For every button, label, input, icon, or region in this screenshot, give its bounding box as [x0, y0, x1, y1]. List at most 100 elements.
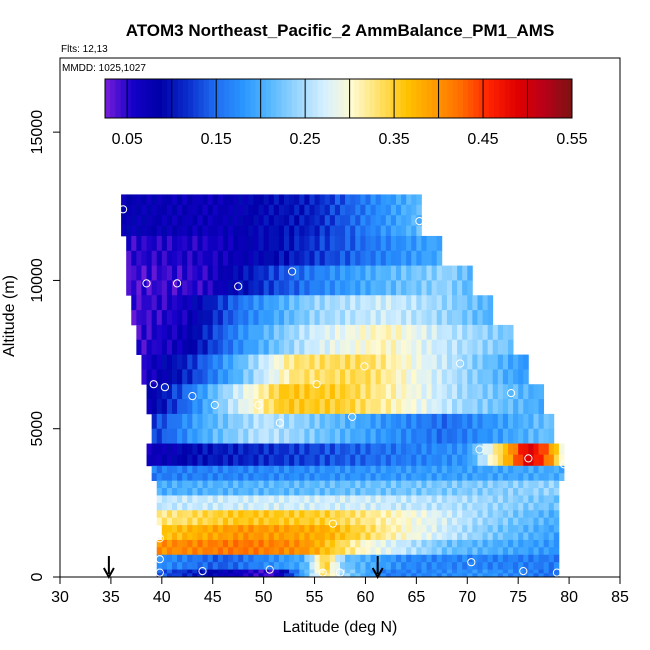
heatmap-cell [263, 225, 270, 237]
heatmap-cell [187, 547, 193, 556]
colorbar-segment [457, 79, 464, 118]
heatmap-cell [207, 547, 214, 556]
heatmap-cell [452, 517, 458, 526]
heatmap-cell [502, 354, 509, 370]
heatmap-cell [324, 532, 331, 541]
heatmap-cell [238, 384, 244, 400]
heatmap-cell [385, 480, 392, 489]
heatmap-cell [467, 465, 473, 474]
flight-point [415, 217, 424, 226]
heatmap-cell [248, 495, 254, 504]
heatmap-cell [360, 428, 366, 444]
heatmap-cell [207, 465, 214, 474]
heatmap-cell [548, 510, 555, 519]
heatmap-cell [467, 310, 473, 326]
heatmap-cell [385, 204, 392, 216]
heatmap-cell [238, 215, 244, 226]
heatmap-cell [375, 480, 382, 489]
heatmap-cell [477, 473, 483, 482]
heatmap-cell [502, 443, 509, 456]
heatmap-cell [334, 310, 341, 326]
heatmap-cell [441, 443, 448, 456]
heatmap-cell [365, 525, 371, 533]
heatmap-cell [238, 443, 244, 456]
heatmap-cell [161, 480, 168, 489]
heatmap-cell [421, 295, 427, 311]
heatmap-cell [421, 354, 427, 370]
colorbar-segment [421, 79, 428, 118]
heatmap-cell [355, 532, 361, 541]
heatmap-cell [431, 539, 438, 548]
colorbar-tick-label: 0.15 [201, 131, 232, 148]
heatmap-cell [528, 554, 534, 563]
heatmap-cell [401, 517, 407, 526]
heatmap-cell [192, 324, 198, 341]
heatmap-cell [502, 399, 509, 415]
heatmap-cell [248, 488, 254, 496]
flight-point [155, 555, 164, 564]
heatmap-cell [355, 413, 361, 430]
heatmap-cell [457, 428, 463, 444]
heatmap-cell [441, 295, 448, 311]
heatmap-cell [228, 547, 234, 556]
heatmap-cell [222, 250, 229, 266]
heatmap-cell [289, 324, 295, 341]
heatmap-cell [457, 525, 463, 533]
heatmap-cell [411, 488, 417, 496]
heatmap-cell [217, 428, 224, 444]
heatmap-cell [436, 502, 443, 511]
heatmap-cell [294, 265, 300, 281]
heatmap-cell [472, 339, 478, 355]
heatmap-cell [396, 428, 402, 444]
heatmap-cell [294, 569, 300, 574]
heatmap-cell [523, 454, 529, 467]
heatmap-cell [345, 502, 351, 511]
heatmap-cell [182, 525, 188, 533]
heatmap-cell [370, 488, 377, 496]
heatmap-cell [492, 324, 499, 341]
heatmap-cell [161, 473, 168, 482]
heatmap-cell [166, 310, 173, 326]
heatmap-cell [396, 324, 402, 341]
heatmap-cell [477, 384, 483, 400]
colorbar-segment [291, 79, 298, 118]
heatmap-cell [258, 324, 265, 341]
heatmap-cell [528, 532, 534, 541]
heatmap-cell [207, 295, 214, 311]
heatmap-cell [314, 569, 321, 574]
heatmap-cell [513, 532, 519, 541]
heatmap-cell [345, 562, 351, 570]
heatmap-cell [462, 369, 468, 385]
heatmap-cell [172, 502, 178, 511]
heatmap-cell [477, 310, 483, 326]
heatmap-cell [177, 473, 183, 482]
heatmap-cell [202, 295, 209, 311]
heatmap-cell [304, 517, 310, 526]
heatmap-cell [166, 324, 173, 341]
heatmap-cell [345, 310, 351, 326]
heatmap-cell [360, 495, 366, 504]
heatmap-cell [248, 428, 254, 444]
heatmap-cell [212, 495, 219, 504]
heatmap-cell [355, 510, 361, 519]
heatmap-cell [289, 215, 295, 226]
heatmap-cell [533, 547, 539, 556]
heatmap-cell [355, 525, 361, 533]
heatmap-cell [452, 488, 458, 496]
heatmap-cell [462, 354, 468, 370]
heatmap-cell [436, 495, 443, 504]
heatmap-cell [238, 194, 244, 206]
heatmap-cell [151, 215, 158, 226]
heatmap-cell [222, 194, 229, 206]
heatmap-cell [340, 194, 346, 206]
heatmap-cell [365, 569, 371, 574]
heatmap-cell [360, 215, 366, 226]
heatmap-cell [253, 569, 259, 574]
heatmap-cell [258, 225, 265, 237]
heatmap-cell [258, 554, 265, 563]
heatmap-cell [411, 510, 417, 519]
heatmap-cell [248, 399, 254, 415]
heatmap-cell [136, 215, 142, 226]
heatmap-cell [533, 502, 539, 511]
heatmap-cell [441, 428, 448, 444]
